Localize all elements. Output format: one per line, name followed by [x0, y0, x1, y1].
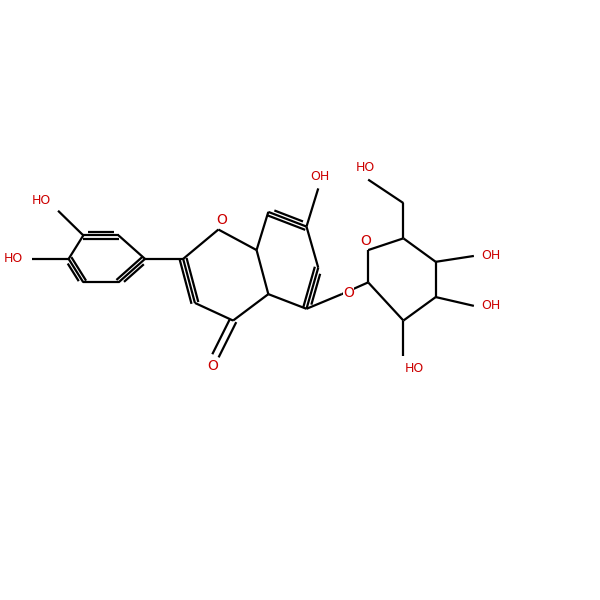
Text: O: O: [343, 286, 354, 300]
Text: HO: HO: [404, 362, 424, 375]
Text: HO: HO: [32, 194, 51, 206]
Text: O: O: [360, 234, 371, 248]
Text: OH: OH: [310, 170, 329, 183]
Text: O: O: [216, 212, 227, 227]
Text: HO: HO: [356, 161, 375, 175]
Text: HO: HO: [4, 253, 23, 265]
Text: OH: OH: [481, 299, 500, 313]
Text: OH: OH: [481, 250, 500, 262]
Text: O: O: [207, 359, 218, 373]
